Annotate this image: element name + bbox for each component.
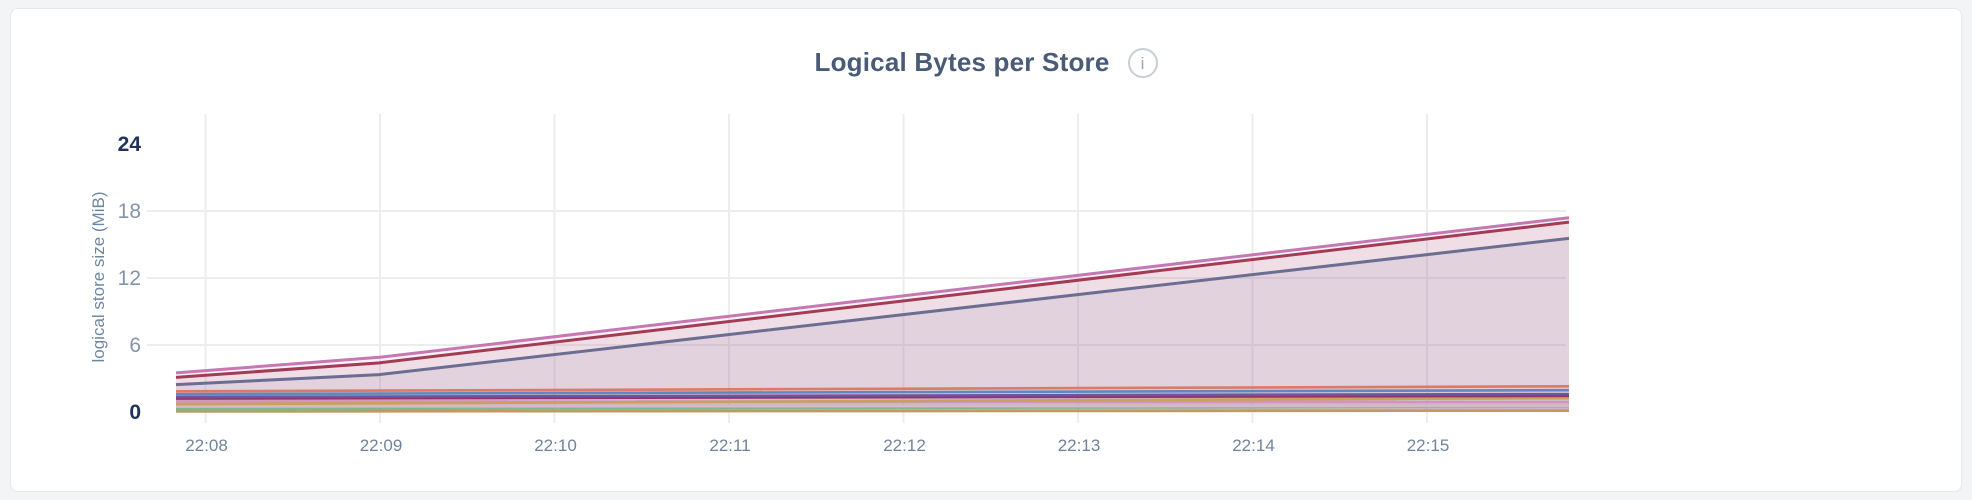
series-line-store-12 bbox=[175, 409, 1570, 413]
y-tick-label: 24 bbox=[117, 132, 141, 156]
series-line-store-3 bbox=[175, 236, 1570, 387]
y-tick-label: 12 bbox=[117, 266, 141, 290]
y-tick-label: 18 bbox=[117, 199, 141, 223]
series-line-store-4 bbox=[175, 385, 1570, 393]
x-tick-label: 22:09 bbox=[359, 436, 403, 455]
page-bottom-strip bbox=[0, 492, 1972, 500]
series-line-store-1 bbox=[175, 216, 1570, 375]
x-tick-label: 22:08 bbox=[185, 436, 228, 455]
series-line-store-7 bbox=[175, 394, 1570, 400]
info-icon[interactable]: i bbox=[1127, 47, 1158, 78]
chart-title: Logical Bytes per Store bbox=[814, 47, 1110, 77]
x-tick-label: 22:11 bbox=[709, 436, 751, 455]
series-line-store-2 bbox=[175, 220, 1570, 379]
y-tick-label: 6 bbox=[129, 333, 141, 357]
x-tick-label: 22:12 bbox=[883, 436, 926, 455]
series-line-store-8 bbox=[175, 396, 1570, 406]
x-tick-label: 22:10 bbox=[534, 436, 577, 455]
y-tick-label: 0 bbox=[129, 401, 141, 424]
chart-header: Logical Bytes per Store i bbox=[11, 47, 1961, 78]
series-line-store-6 bbox=[175, 392, 1570, 399]
series-area-store-1 bbox=[176, 217, 1569, 412]
series-line-store-10 bbox=[175, 404, 1570, 408]
x-tick-label: 22:14 bbox=[1232, 436, 1275, 455]
series-area-store-3 bbox=[176, 238, 1569, 412]
x-tick-label: 22:15 bbox=[1406, 436, 1450, 455]
x-tick-label: 22:13 bbox=[1057, 436, 1101, 455]
series-line-store-5 bbox=[175, 388, 1570, 396]
